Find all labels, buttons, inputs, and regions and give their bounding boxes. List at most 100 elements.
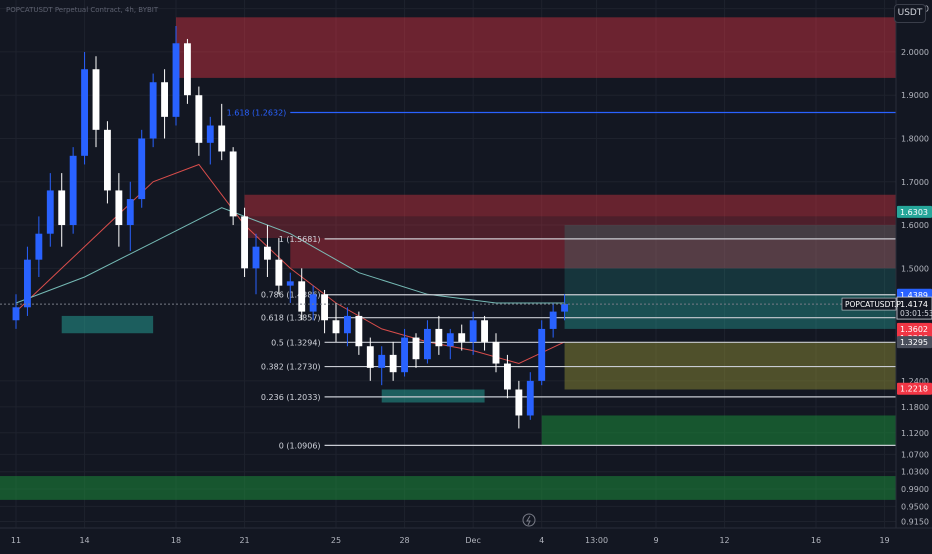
- candle-body: [126, 199, 134, 226]
- candle-body: [504, 363, 511, 390]
- grid: [0, 0, 896, 528]
- currency-button[interactable]: USDT: [894, 4, 926, 23]
- countdown-label: 03:01:53: [900, 309, 932, 318]
- price-tick-label: 0.9900: [901, 485, 929, 494]
- time-tick-label: 12: [719, 536, 729, 545]
- candle-body: [298, 281, 306, 312]
- price-tick-label: 1.0300: [901, 468, 929, 477]
- time-tick-label: 18: [171, 536, 181, 545]
- candle-body: [446, 333, 454, 347]
- price-badge-label: 1.2218: [900, 385, 928, 394]
- candle-body: [252, 246, 260, 269]
- candle-body: [355, 315, 363, 347]
- candle-body: [149, 82, 157, 139]
- fib-level-label: 0.5 (1.3294): [271, 338, 321, 347]
- price-badge-label: 1.4389: [900, 291, 928, 300]
- candle-body: [115, 190, 123, 226]
- fib-level-label: 1 (1.5681): [279, 235, 321, 244]
- time-tick-label: 25: [331, 536, 341, 545]
- time-tick-label: 9: [653, 536, 658, 545]
- candle-body: [469, 320, 477, 342]
- zone-supply-low: [290, 238, 896, 269]
- price-tick-label: 2.0000: [901, 48, 929, 57]
- time-tick-label: 11: [11, 536, 21, 545]
- candle-body: [378, 354, 386, 368]
- zone-entry-teal: [564, 294, 896, 329]
- candle-body: [81, 69, 88, 156]
- candle-body: [161, 82, 168, 117]
- candle-body: [92, 69, 100, 130]
- price-tick-label: 0.9500: [901, 502, 929, 511]
- candle-body: [412, 337, 420, 360]
- candle-body: [435, 328, 443, 347]
- zone-bottom-green: [0, 476, 896, 500]
- candle-body: [275, 259, 283, 286]
- candle-body: [24, 259, 31, 308]
- price-badge: [897, 382, 932, 395]
- fib-level-label: 0.236 (1.2033): [261, 393, 321, 402]
- zone-target-teal: [564, 225, 896, 295]
- time-tick-label: 14: [79, 536, 89, 545]
- candle-body: [138, 138, 146, 200]
- price-badge-label: 1.6303: [900, 208, 928, 217]
- fib-level-label: 0 (1.0906): [279, 441, 321, 450]
- candle-body: [481, 320, 488, 342]
- fib-level-label: 1.618 (1.2632): [227, 109, 287, 118]
- candle-body: [195, 95, 203, 143]
- zone-left-teal: [61, 315, 154, 334]
- price-tick-label: 1.8000: [901, 134, 929, 143]
- price-badge: [897, 322, 932, 335]
- price-tick-label: 1.0700: [901, 450, 929, 459]
- time-tick-label: 4: [539, 536, 544, 545]
- time-tick-label: 13:00: [585, 536, 608, 545]
- candle-body: [321, 294, 328, 321]
- candle-body: [184, 43, 191, 96]
- price-tick-label: 1.7000: [901, 178, 929, 187]
- zone-mid-teal: [381, 389, 485, 403]
- replay-icon[interactable]: [522, 513, 536, 527]
- zone-demand-green: [541, 415, 896, 446]
- symbol-title: POPCATUSDT Perpetual Contract, 4h, BYBIT: [6, 6, 159, 14]
- candle-body: [264, 246, 271, 260]
- candle-body: [69, 155, 77, 226]
- candle-body: [526, 380, 534, 416]
- zone-layer: [0, 17, 897, 500]
- price-tick-label: 1.1200: [901, 429, 929, 438]
- time-tick-label: 16: [811, 536, 821, 545]
- price-tick-label: 1.2400: [901, 377, 929, 386]
- candle-body: [344, 315, 351, 334]
- zone-stop-olive: [564, 341, 896, 390]
- candle-body: [46, 190, 54, 234]
- candle-body: [561, 304, 568, 312]
- time-axis[interactable]: 11 14 18 21 25 28 Dec 4 13:00 9 12 16 19: [11, 536, 890, 545]
- current-price-label: 1.4174: [900, 300, 928, 309]
- candle-body: [492, 341, 500, 364]
- time-tick-label: 28: [399, 536, 409, 545]
- candle-body: [515, 389, 523, 416]
- candle-body: [218, 125, 226, 152]
- candle-body: [104, 129, 111, 191]
- price-tick-label: 1.1800: [901, 403, 929, 412]
- candle-body: [309, 294, 317, 312]
- candle-body: [12, 307, 20, 321]
- price-badges: 1.63031.43891.36021.33861.32951.22181.41…: [841, 205, 932, 395]
- price-tick-label: 1.9000: [901, 91, 929, 100]
- candle-body: [538, 328, 546, 381]
- price-axis[interactable]: 2.10002.00001.90001.80001.70001.60001.50…: [901, 5, 929, 527]
- candle-body: [389, 354, 397, 373]
- candle-body: [366, 346, 374, 368]
- ticker-tag: [841, 297, 897, 311]
- candle-body: [549, 311, 557, 329]
- candle-layer: [12, 25, 568, 429]
- candle-body: [229, 151, 237, 217]
- candle-body: [241, 216, 248, 269]
- candle-body: [332, 320, 340, 334]
- price-badge: [897, 336, 932, 349]
- price-badge-label: 1.3602: [900, 325, 928, 334]
- price-badge-label: 1.3295: [900, 338, 928, 347]
- current-price-box: [896, 296, 932, 320]
- candle-body: [401, 337, 408, 373]
- candle-body: [286, 281, 294, 286]
